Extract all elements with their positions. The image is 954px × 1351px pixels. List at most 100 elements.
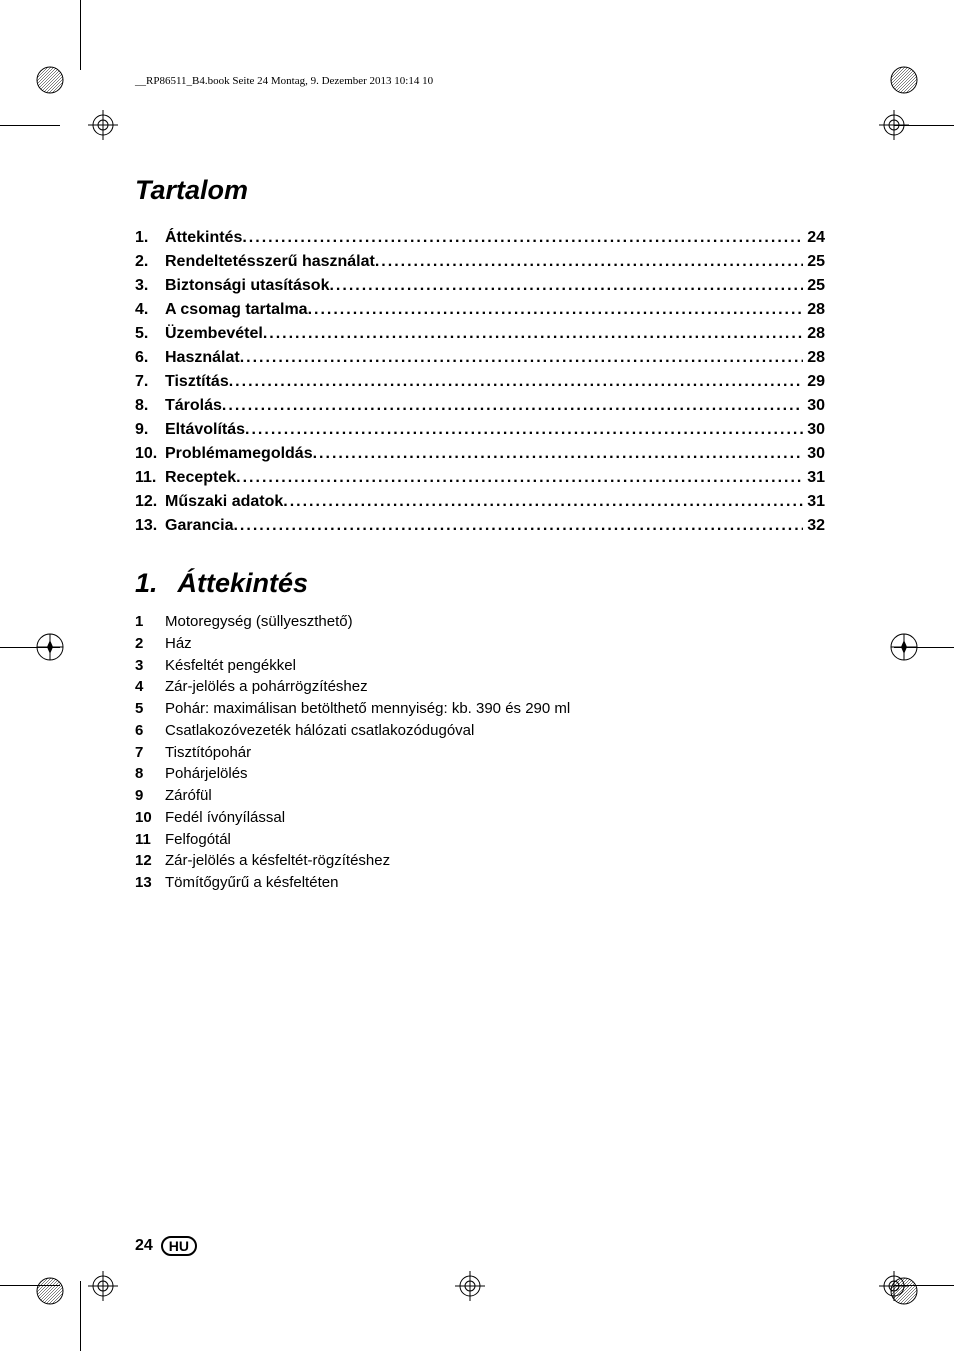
toc-item-page: 31	[803, 490, 825, 514]
section-number: 1.	[135, 568, 170, 599]
registration-mark-icon	[889, 632, 919, 662]
list-item-text: Pohárjelölés	[165, 763, 248, 785]
toc-row: 3.Biztonsági utasítások 25	[135, 274, 825, 298]
list-item-number: 6	[135, 720, 165, 742]
toc-title: Tartalom	[135, 175, 825, 206]
crosshair-icon	[88, 1271, 118, 1301]
toc-item-label: Rendeltetésszerű használat	[165, 250, 375, 274]
toc-item-number: 13.	[135, 514, 165, 538]
list-item-number: 3	[135, 655, 165, 677]
list-item: 8Pohárjelölés	[135, 763, 825, 785]
toc-row: 8.Tárolás30	[135, 394, 825, 418]
page-number: 24	[135, 1237, 153, 1255]
toc-row: 13.Garancia 32	[135, 514, 825, 538]
list-item-text: Zár-jelölés a pohárrögzítéshez	[165, 676, 368, 698]
page-content: Tartalom 1.Áttekintés242.Rendeltetésszer…	[135, 175, 825, 894]
toc-item-number: 2.	[135, 250, 165, 274]
toc-item-label: A csomag tartalma	[165, 298, 308, 322]
toc-item-number: 5.	[135, 322, 165, 346]
toc-row: 12.Műszaki adatok 31	[135, 490, 825, 514]
crosshair-icon	[879, 1271, 909, 1301]
toc-item-page: 30	[803, 442, 825, 466]
toc-item-page: 30	[803, 394, 825, 418]
list-item: 1Motoregység (süllyeszthető)	[135, 611, 825, 633]
toc-row: 11.Receptek31	[135, 466, 825, 490]
toc-item-number: 1.	[135, 226, 165, 250]
toc-item-number: 11.	[135, 466, 165, 490]
toc-item-page: 29	[803, 370, 825, 394]
list-item-text: Ház	[165, 633, 192, 655]
crosshair-icon	[455, 1271, 485, 1301]
section-heading: 1. Áttekintés	[135, 568, 825, 599]
list-item-text: Zárófül	[165, 785, 212, 807]
list-item-number: 2	[135, 633, 165, 655]
toc-leader-dots	[229, 370, 803, 394]
toc-row: 9.Eltávolítás 30	[135, 418, 825, 442]
list-item: 4Zár-jelölés a pohárrögzítéshez	[135, 676, 825, 698]
toc-row: 4.A csomag tartalma 28	[135, 298, 825, 322]
toc-leader-dots	[308, 298, 804, 322]
list-item-number: 7	[135, 742, 165, 764]
toc-item-page: 25	[803, 274, 825, 298]
list-item-number: 8	[135, 763, 165, 785]
toc-item-page: 25	[803, 250, 825, 274]
list-item: 7Tisztítópohár	[135, 742, 825, 764]
section-title: Áttekintés	[178, 568, 309, 598]
toc-row: 10.Problémamegoldás30	[135, 442, 825, 466]
page-footer: 24 HU	[135, 1236, 197, 1256]
list-item-number: 4	[135, 676, 165, 698]
toc-leader-dots	[313, 442, 804, 466]
list-item: 3Késfeltét pengékkel	[135, 655, 825, 677]
toc-item-label: Biztonsági utasítások	[165, 274, 329, 298]
list-item-number: 1	[135, 611, 165, 633]
toc-row: 6.Használat28	[135, 346, 825, 370]
print-header: __RP86511_B4.book Seite 24 Montag, 9. De…	[135, 75, 433, 87]
toc-item-page: 28	[803, 298, 825, 322]
list-item: 9Zárófül	[135, 785, 825, 807]
toc-leader-dots	[263, 322, 803, 346]
list-item-text: Késfeltét pengékkel	[165, 655, 296, 677]
list-item: 13Tömítőgyűrű a késfeltéten	[135, 872, 825, 894]
toc-item-number: 10.	[135, 442, 165, 466]
list-item-text: Zár-jelölés a késfeltét-rögzítéshez	[165, 850, 390, 872]
list-item-text: Csatlakozóvezeték hálózati csatlakozódug…	[165, 720, 474, 742]
toc-item-number: 4.	[135, 298, 165, 322]
registration-mark-icon	[889, 65, 919, 95]
toc-leader-dots	[242, 226, 803, 250]
toc-item-label: Receptek	[165, 466, 236, 490]
crop-mark	[80, 0, 81, 70]
list-item-text: Felfogótál	[165, 829, 231, 851]
toc-leader-dots	[283, 490, 803, 514]
toc-leader-dots	[245, 418, 803, 442]
language-badge: HU	[161, 1236, 197, 1256]
registration-mark-icon	[35, 632, 65, 662]
toc-item-label: Műszaki adatok	[165, 490, 283, 514]
toc-item-number: 9.	[135, 418, 165, 442]
registration-mark-icon	[35, 1276, 65, 1306]
registration-mark-icon	[35, 65, 65, 95]
toc-leader-dots	[233, 514, 803, 538]
toc-list: 1.Áttekintés242.Rendeltetésszerű használ…	[135, 226, 825, 538]
toc-item-page: 32	[803, 514, 825, 538]
toc-leader-dots	[329, 274, 803, 298]
toc-item-number: 3.	[135, 274, 165, 298]
toc-item-number: 12.	[135, 490, 165, 514]
toc-item-label: Garancia	[165, 514, 233, 538]
toc-item-page: 24	[803, 226, 825, 250]
list-item: 10Fedél ívónyílással	[135, 807, 825, 829]
toc-item-page: 28	[803, 346, 825, 370]
toc-item-label: Eltávolítás	[165, 418, 245, 442]
toc-item-page: 30	[803, 418, 825, 442]
toc-row: 2.Rendeltetésszerű használat 25	[135, 250, 825, 274]
toc-row: 1.Áttekintés 24	[135, 226, 825, 250]
overview-list: 1Motoregység (süllyeszthető)2Ház3Késfelt…	[135, 611, 825, 894]
list-item-number: 11	[135, 829, 165, 851]
list-item: 11Felfogótál	[135, 829, 825, 851]
crop-mark	[80, 1281, 81, 1351]
toc-item-label: Tárolás	[165, 394, 222, 418]
toc-item-label: Üzembevétel	[165, 322, 263, 346]
toc-item-page: 28	[803, 322, 825, 346]
crop-mark	[0, 125, 60, 126]
toc-item-label: Áttekintés	[165, 226, 242, 250]
crosshair-icon	[879, 110, 909, 140]
